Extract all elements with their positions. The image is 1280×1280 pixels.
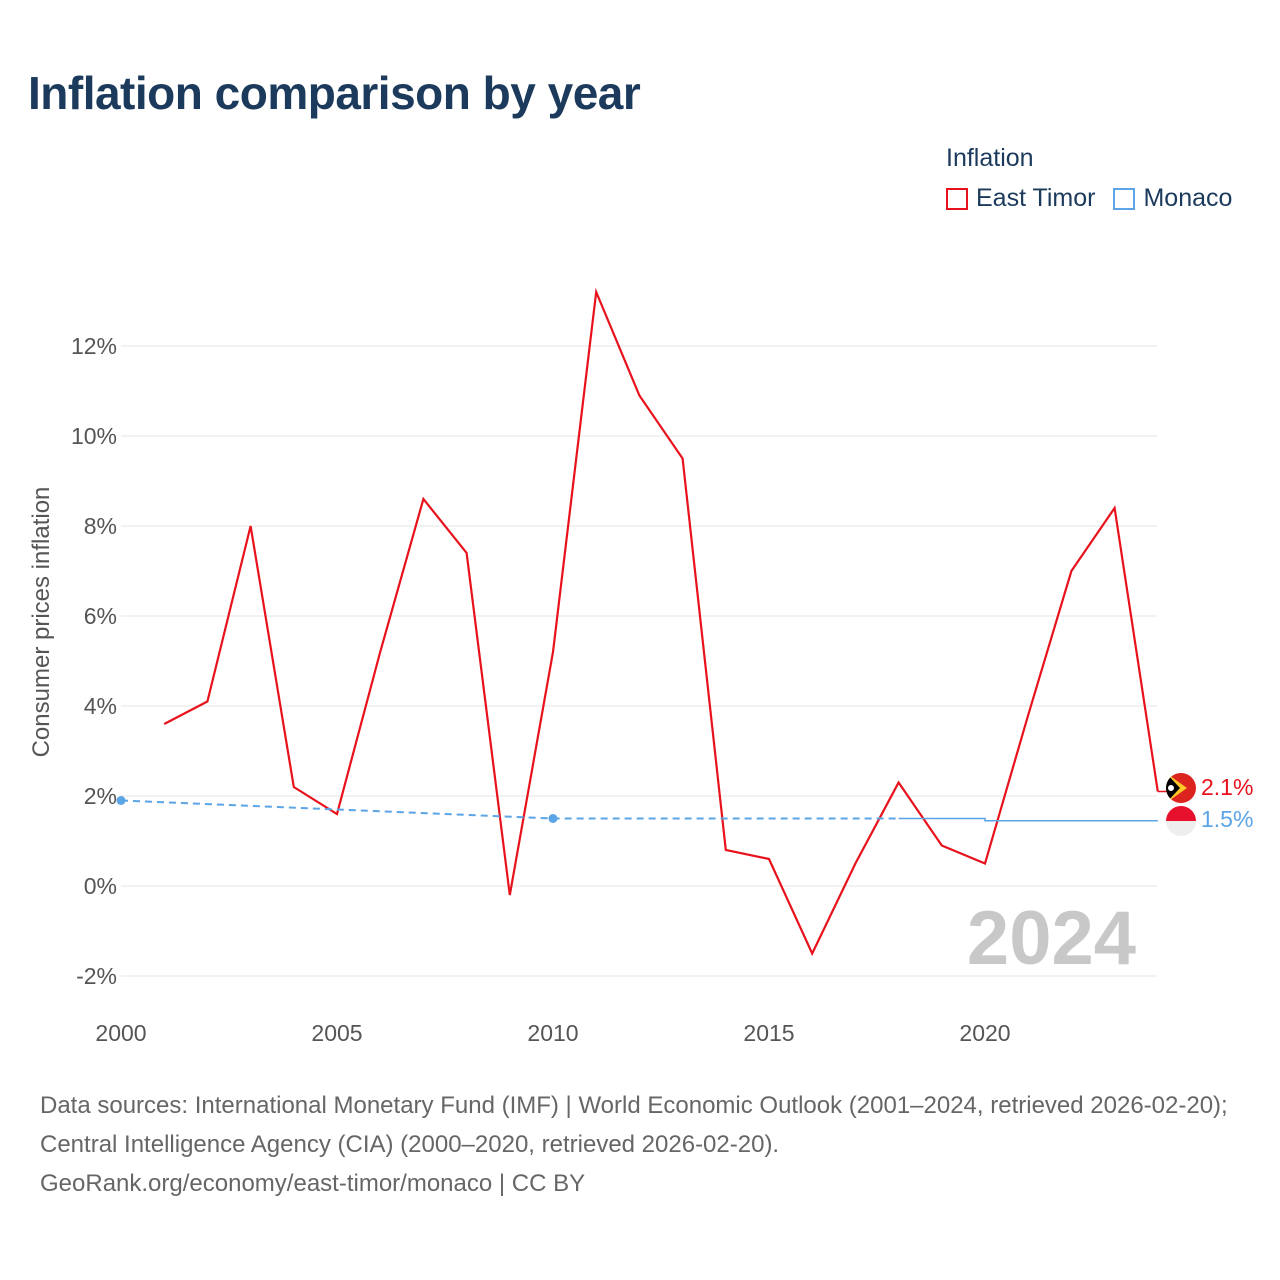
legend-title: Inflation [946, 144, 1034, 172]
y-tick-label: 4% [84, 693, 117, 719]
data-point-monaco [116, 796, 126, 805]
legend-swatch-monaco [1113, 187, 1136, 210]
x-tick-label: 2010 [527, 1020, 578, 1046]
data-point-monaco [548, 814, 558, 823]
y-tick-label: -2% [76, 963, 117, 989]
x-tick-label: 2005 [311, 1020, 362, 1046]
gridlines [121, 345, 1157, 977]
series-line-east-timor [163, 287, 1159, 957]
x-tick-label: 2015 [743, 1020, 794, 1046]
y-tick-label: 6% [84, 603, 117, 629]
y-tick-label: 10% [71, 423, 117, 449]
end-label-monaco: 1.5% [1201, 806, 1253, 832]
source-line-2: GeoRank.org/economy/east-timor/monaco | … [40, 1170, 586, 1197]
legend-label-monaco: Monaco [1143, 184, 1233, 212]
source-note: Data sources: International Monetary Fun… [40, 1086, 1250, 1203]
legend-item-east-timor[interactable]: East Timor [946, 184, 1095, 213]
east-timor-flag-icon [1166, 773, 1196, 803]
legend-swatch-east-timor [946, 187, 968, 210]
y-tick-label: 0% [84, 873, 117, 899]
x-tick-label: 2020 [959, 1020, 1010, 1046]
y-tick-label: 12% [71, 333, 117, 359]
year-watermark: 2024 [967, 896, 1136, 981]
legend: East Timor Monaco [946, 184, 1250, 213]
series-line-monaco-dashed [120, 799, 899, 820]
source-line-1: Data sources: International Monetary Fun… [40, 1092, 1228, 1158]
y-tick-labels: -2% 0% 2% 4% 6% 8% 10% 12% [71, 333, 117, 989]
monaco-flag-icon [1166, 806, 1196, 836]
series-lines [116, 287, 1170, 957]
legend-label-east-timor: East Timor [976, 184, 1096, 212]
chart-title: Inflation comparison by year [28, 67, 641, 119]
legend-item-monaco[interactable]: Monaco [1113, 184, 1232, 213]
series-line-monaco [898, 817, 1158, 822]
y-tick-label: 2% [84, 783, 117, 809]
end-flags [1166, 773, 1196, 836]
end-label-east-timor: 2.1% [1201, 774, 1253, 800]
x-tick-labels: 2000 2005 2010 2015 2020 [95, 1020, 1010, 1046]
y-tick-label: 8% [84, 513, 117, 539]
x-tick-label: 2000 [95, 1020, 146, 1046]
